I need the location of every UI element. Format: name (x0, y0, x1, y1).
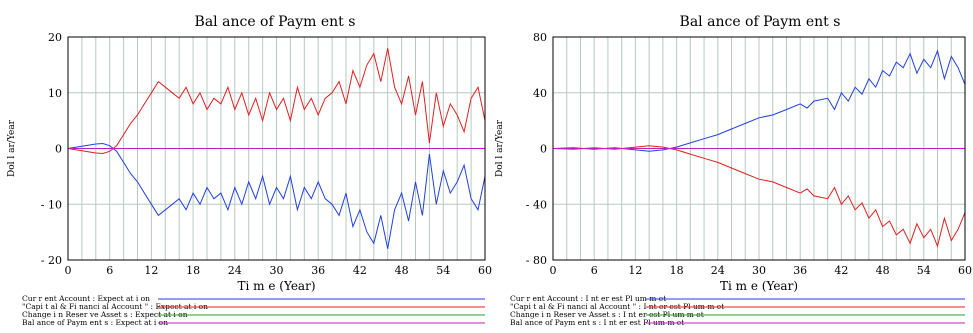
y-axis-label: Dol l ar/Year (7, 119, 17, 177)
x-tick-label: 6 (591, 264, 598, 277)
plot-frame (552, 36, 966, 261)
x-tick-label: 0 (550, 264, 557, 277)
legend-label: Cur r ent Account : Expect at i on (22, 294, 150, 303)
x-tick-label: 0 (65, 264, 72, 277)
legend-label: Change i n Reser ve Asset s : I nt er es… (510, 310, 704, 319)
x-tick-label: 54 (436, 264, 450, 277)
x-tick-label: 36 (311, 264, 325, 277)
x-tick-label: 48 (876, 264, 890, 277)
legend-label: "Capi t al & Fi nanci al Account " : I n… (510, 302, 724, 311)
y-tick-label: 10 (48, 87, 62, 100)
chart-1: Bal ance of Paym ent s - 20 - 10 0 10 20 0 6 12 1… (7, 14, 492, 327)
series-line-2 (67, 48, 486, 155)
y-tick-label: 0 (540, 143, 547, 156)
x-tick-label: 12 (144, 264, 158, 277)
x-tick-label: 18 (670, 264, 684, 277)
x-tick-label: 60 (478, 264, 492, 277)
legend-label: Cur r ent Account : I nt er est Pl um m … (510, 294, 666, 303)
y-tick-label: - 20 (41, 254, 62, 267)
y-tick-label: - 80 (526, 254, 547, 267)
x-tick-label: 54 (917, 264, 931, 277)
y-tick-label: 40 (533, 87, 547, 100)
y-axis-label: Dol l ar/Year (495, 119, 505, 177)
y-tick-label: 0 (55, 143, 62, 156)
x-tick-label: 48 (395, 264, 409, 277)
x-tick-label: 42 (353, 264, 367, 277)
series-line-1 (67, 142, 486, 249)
legend-label: Bal ance of Paym ent s : I nt er est Pl … (510, 318, 684, 327)
y-tick-label: - 40 (526, 198, 547, 211)
x-axis-label: Ti m e (Year) (720, 279, 798, 293)
y-tick-label: - 10 (41, 198, 62, 211)
chart-title: Bal ance of Paym ent s (195, 14, 356, 30)
legend-label: Bal ance of Paym ent s : Expect at i on (22, 318, 168, 327)
legend-label: "Capi t al & Fi nanci al Account " : Exp… (22, 302, 208, 311)
legend-label: Change i n Reser ve Asset s : Expect at … (22, 310, 188, 319)
y-tick-label: 20 (48, 31, 62, 44)
plot-frame (67, 36, 486, 261)
x-axis-label: Ti m e (Year) (238, 279, 316, 293)
x-tick-label: 30 (270, 264, 284, 277)
x-tick-label: 24 (711, 264, 725, 277)
x-tick-label: 18 (186, 264, 200, 277)
x-tick-label: 12 (628, 264, 642, 277)
chart-2: Bal ance of Paym ent s - 80 - 40 0 40 80 0 6 12 1… (495, 14, 972, 327)
x-tick-label: 42 (834, 264, 848, 277)
x-tick-label: 30 (752, 264, 766, 277)
x-tick-label: 24 (228, 264, 242, 277)
x-tick-label: 36 (793, 264, 807, 277)
y-tick-label: 80 (533, 31, 547, 44)
chart-title: Bal ance of Paym ent s (680, 14, 841, 30)
x-tick-label: 60 (958, 264, 972, 277)
x-tick-label: 6 (106, 264, 113, 277)
